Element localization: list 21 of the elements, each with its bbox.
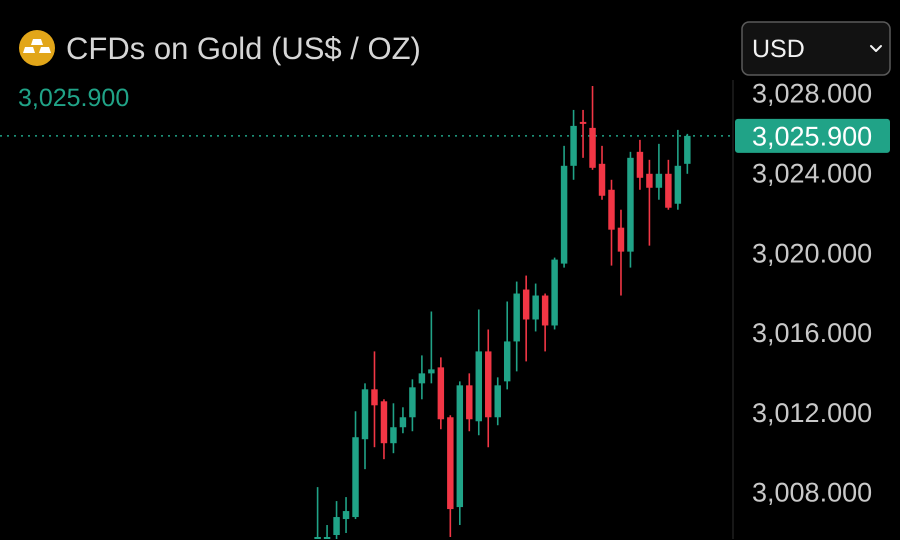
candlestick — [371, 350, 378, 448]
candlestick — [400, 406, 406, 434]
candlestick — [532, 282, 539, 332]
candlestick — [580, 109, 586, 159]
candlestick — [418, 354, 426, 400]
candlestick — [656, 143, 662, 201]
y-tick-label: 3,012.000 — [752, 398, 872, 428]
y-tick-label: 3,024.000 — [752, 158, 872, 188]
candlestick — [428, 310, 435, 384]
chart-subtitle: 3,025.900 — [18, 84, 130, 112]
ref-line-label: 3,025.900 — [752, 122, 872, 152]
chart-title: CFDs on Gold (US$ / OZ) — [66, 31, 421, 66]
candlestick — [390, 402, 397, 454]
y-tick-label: 3,016.000 — [752, 318, 872, 348]
text: USD — [752, 35, 805, 63]
y-tick-label: 3,020.000 — [752, 238, 872, 268]
y-tick-label: 3,008.000 — [752, 478, 872, 508]
candlestick — [646, 159, 653, 246]
candlestick — [342, 496, 350, 534]
candlestick — [618, 208, 624, 296]
y-tick-label: 3,028.000 — [752, 78, 872, 109]
